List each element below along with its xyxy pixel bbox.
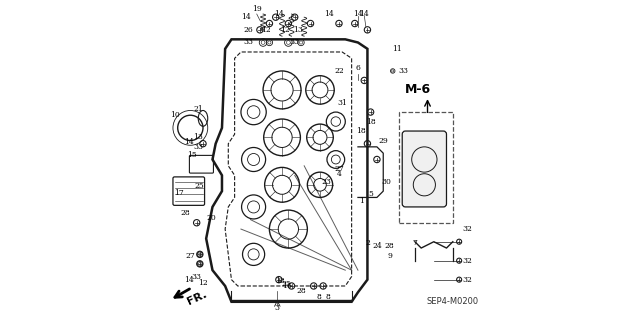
Text: 28: 28 bbox=[296, 287, 306, 295]
FancyBboxPatch shape bbox=[402, 131, 447, 207]
Text: 6: 6 bbox=[355, 64, 360, 72]
Text: 17: 17 bbox=[175, 189, 184, 197]
Text: 14: 14 bbox=[241, 13, 250, 21]
Text: 28: 28 bbox=[385, 242, 394, 250]
Text: 33: 33 bbox=[290, 39, 300, 47]
Text: 31: 31 bbox=[337, 99, 347, 107]
Text: 7: 7 bbox=[412, 239, 417, 247]
Text: 8: 8 bbox=[326, 293, 330, 301]
Text: 12: 12 bbox=[261, 26, 271, 34]
Text: 29: 29 bbox=[378, 137, 388, 145]
Text: 22: 22 bbox=[334, 67, 344, 75]
Text: 14: 14 bbox=[360, 10, 369, 18]
Text: 33: 33 bbox=[193, 143, 204, 151]
Text: 4: 4 bbox=[337, 170, 341, 178]
Text: 1: 1 bbox=[358, 197, 364, 204]
Text: FR.: FR. bbox=[186, 289, 209, 307]
Text: 30: 30 bbox=[381, 178, 391, 186]
Text: 8: 8 bbox=[317, 293, 322, 301]
Text: 21: 21 bbox=[193, 105, 203, 113]
Text: 2: 2 bbox=[365, 239, 370, 247]
Text: 14: 14 bbox=[274, 10, 284, 18]
Text: 9: 9 bbox=[387, 252, 392, 260]
Text: 32: 32 bbox=[462, 225, 472, 233]
Text: 12: 12 bbox=[280, 26, 290, 34]
Text: 18: 18 bbox=[356, 127, 366, 135]
Text: 18: 18 bbox=[365, 118, 376, 126]
Text: 19: 19 bbox=[252, 5, 262, 13]
Text: 25: 25 bbox=[195, 182, 205, 190]
Text: 27: 27 bbox=[186, 252, 195, 260]
Text: M-6: M-6 bbox=[405, 84, 431, 96]
Text: 20: 20 bbox=[206, 214, 216, 222]
Text: 14: 14 bbox=[184, 138, 194, 146]
Text: 33: 33 bbox=[191, 273, 202, 281]
Text: 3: 3 bbox=[275, 304, 280, 312]
Text: 14: 14 bbox=[353, 10, 363, 18]
Text: 14: 14 bbox=[324, 10, 334, 18]
Text: 25: 25 bbox=[282, 280, 292, 288]
Text: 5: 5 bbox=[368, 190, 373, 198]
Text: 13: 13 bbox=[193, 133, 203, 141]
Text: 28: 28 bbox=[180, 209, 191, 217]
Text: 10: 10 bbox=[170, 111, 179, 119]
Text: SEP4-M0200: SEP4-M0200 bbox=[427, 297, 479, 306]
Text: 33: 33 bbox=[399, 67, 409, 75]
Text: 32: 32 bbox=[462, 276, 472, 284]
Text: 32: 32 bbox=[462, 257, 472, 265]
Text: 15: 15 bbox=[187, 151, 197, 159]
Text: 33: 33 bbox=[244, 39, 253, 47]
Text: 12: 12 bbox=[198, 279, 208, 287]
Text: 24: 24 bbox=[372, 242, 382, 250]
Text: 23: 23 bbox=[321, 178, 332, 186]
Text: 27: 27 bbox=[334, 165, 344, 173]
Text: 14: 14 bbox=[184, 276, 194, 284]
Text: 13: 13 bbox=[293, 26, 303, 34]
Text: 26: 26 bbox=[244, 26, 253, 34]
Text: 18: 18 bbox=[276, 277, 285, 285]
Text: 11: 11 bbox=[392, 45, 403, 53]
Text: 16: 16 bbox=[282, 282, 292, 290]
